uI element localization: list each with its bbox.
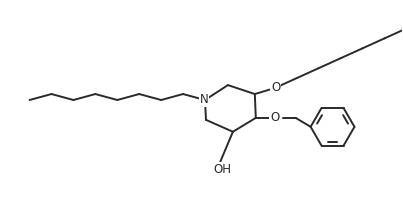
Text: N: N [199, 93, 208, 107]
Text: O: O [270, 111, 279, 124]
Text: O: O [271, 81, 280, 94]
Text: OH: OH [213, 163, 231, 176]
